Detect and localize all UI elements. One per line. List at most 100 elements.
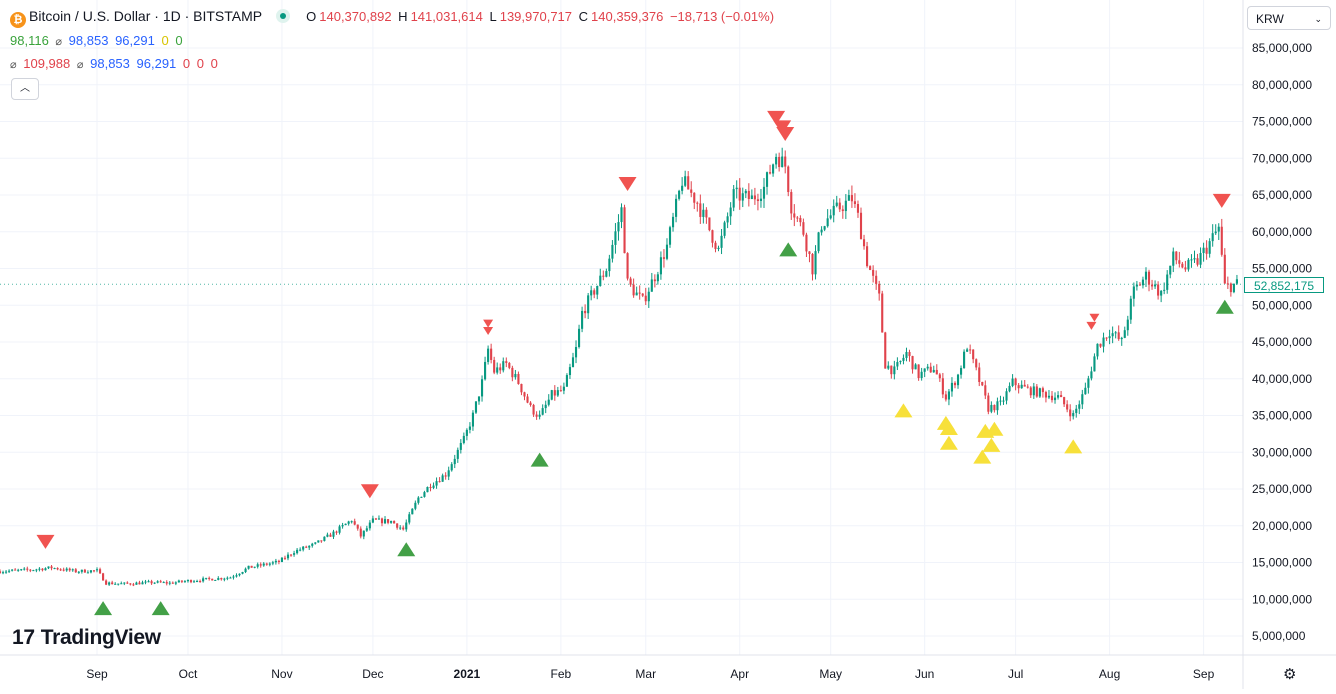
candle-down [738, 187, 741, 201]
candle-down [59, 569, 62, 571]
candle-up [1072, 413, 1075, 417]
symbol-title[interactable]: Bitcoin / U.S. Dollar · 1D · BITSTAMP [29, 8, 263, 24]
candle-up [5, 571, 8, 573]
candle-down [493, 359, 496, 373]
candle-down [393, 521, 396, 524]
gear-icon[interactable]: ⚙ [1283, 666, 1297, 683]
candle-down [105, 580, 108, 585]
candle-down [1138, 284, 1141, 286]
candle-up [47, 566, 50, 569]
candle-up [350, 521, 353, 523]
candle-down [805, 234, 808, 252]
high-value: 141,031,614 [410, 9, 483, 24]
candle-down [211, 578, 214, 581]
candle-up [932, 369, 935, 373]
candle-up [368, 522, 371, 529]
candle-up [820, 229, 823, 233]
candle-down [938, 374, 941, 379]
symbol-legend[interactable]: ₿ Bitcoin / U.S. Dollar · 1D · BITSTAMP O 1… [10, 8, 777, 28]
candle-down [26, 568, 29, 570]
candle-up [390, 521, 393, 523]
candle-down [526, 396, 529, 403]
candle-down [505, 361, 508, 363]
high-label: H [398, 9, 408, 24]
candle-down [289, 554, 293, 556]
candle-up [1132, 286, 1135, 299]
buy-signal-marker [894, 403, 913, 418]
close-label: C [578, 9, 589, 24]
collapse-legend-button[interactable]: ︿ [11, 78, 39, 100]
candle-up [947, 391, 950, 400]
candle-down [356, 524, 359, 529]
candle-down [859, 212, 863, 240]
candle-up [847, 195, 850, 201]
candle-up [280, 557, 284, 563]
candle-up [120, 583, 123, 585]
candle-down [1099, 343, 1102, 347]
candle-up [323, 536, 326, 541]
candle-up [256, 564, 259, 567]
candle-down [1226, 283, 1229, 285]
candle-up [468, 426, 471, 430]
tradingview-logo[interactable]: 17 TradingView [12, 626, 161, 650]
candle-up [732, 189, 735, 208]
indicator-legend-1[interactable]: 98,116 ⌀ 98,853 96,291 0 0 [10, 33, 186, 48]
candle-up [32, 570, 35, 572]
candle-up [1093, 356, 1096, 372]
price-axis-label: 80,000,000 [1252, 78, 1312, 92]
change-value: −18,713 (−0.01%) [669, 9, 775, 24]
candle-down [508, 362, 511, 368]
candle-up [414, 502, 417, 509]
candle-up [411, 508, 414, 515]
currency-select[interactable]: KRW ⌄ [1247, 6, 1331, 30]
price-axis[interactable]: 5,000,000 10,000,000 15,000,000 20,000,000 2… [1252, 41, 1312, 643]
candle-down [98, 569, 102, 574]
candle-down [208, 577, 211, 579]
candle-up [1166, 274, 1169, 290]
candle-up [1011, 378, 1014, 386]
buy-signal-marker [1215, 299, 1234, 314]
candle-down [535, 414, 538, 417]
currency-label: KRW [1256, 12, 1284, 26]
market-status-icon[interactable] [276, 9, 291, 23]
candle-down [0, 571, 2, 574]
candle-down [250, 565, 253, 568]
candle-up [496, 367, 499, 373]
candle-up [844, 200, 847, 212]
candle-down [1150, 284, 1154, 287]
candle-down [1035, 386, 1038, 397]
candle-down [68, 568, 71, 571]
candle-down [756, 199, 759, 201]
sell-signal-marker [360, 484, 379, 499]
candle-down [283, 557, 287, 559]
candle-down [1157, 284, 1160, 296]
candle-up [568, 367, 572, 376]
candle-down [438, 481, 441, 483]
candle-down [1147, 271, 1151, 285]
candle-up [950, 382, 954, 392]
candle-up [1108, 336, 1111, 339]
candle-up [538, 414, 541, 417]
candle-down [778, 156, 781, 168]
sell-signal-marker [36, 534, 55, 549]
candle-down [92, 570, 96, 572]
buy-signal-marker [151, 601, 170, 616]
candle-up [89, 570, 93, 573]
time-axis[interactable]: Sep Oct Nov Dec 2021 Feb Mar Apr May Jun Jul Aug Sep [86, 667, 1214, 681]
candle-down [189, 580, 193, 583]
candle-up [678, 190, 681, 199]
candle-down [1196, 258, 1199, 265]
sell-signal-marker [483, 319, 494, 328]
time-axis-label: Feb [551, 667, 572, 681]
candle-down [102, 573, 105, 581]
candle-down [911, 356, 914, 370]
indicator-legend-2[interactable]: ⌀ 109,988 ⌀ 98,853 96,291 0 0 0 [10, 56, 221, 71]
candle-down [862, 239, 866, 247]
candle-down [1014, 378, 1017, 386]
candle-down [1017, 385, 1020, 389]
candle-down [693, 192, 696, 203]
candle-up [729, 207, 732, 217]
candle-down [653, 279, 656, 282]
